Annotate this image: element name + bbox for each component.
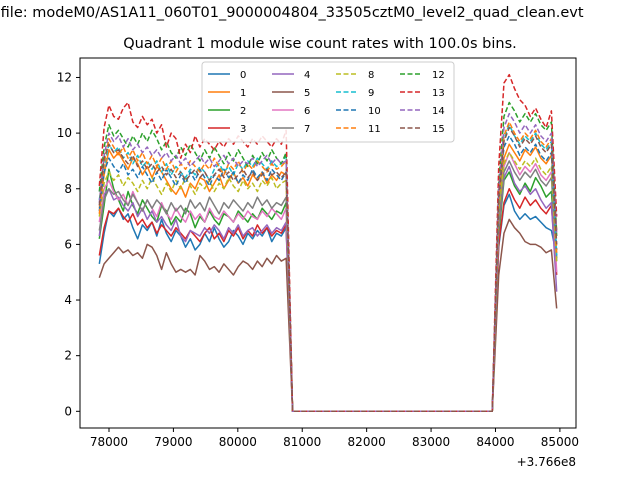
legend-label-2: 2 bbox=[240, 106, 246, 117]
legend-label-9: 9 bbox=[368, 88, 374, 99]
series-line-1 bbox=[98, 143, 558, 413]
y-tick-label: 4 bbox=[64, 293, 72, 307]
series-line-5 bbox=[98, 218, 558, 413]
x-tick-label: 80000 bbox=[219, 435, 257, 449]
legend-label-14: 14 bbox=[432, 106, 445, 117]
legend-label-3: 3 bbox=[240, 124, 246, 135]
series-line-13 bbox=[98, 73, 558, 413]
series-line-3 bbox=[98, 188, 558, 413]
series-line-14 bbox=[98, 112, 558, 413]
series-line-10 bbox=[98, 135, 558, 413]
legend-label-12: 12 bbox=[432, 70, 445, 81]
legend-label-0: 0 bbox=[240, 70, 246, 81]
series-line-7 bbox=[98, 160, 558, 413]
legend-label-11: 11 bbox=[368, 124, 381, 135]
series-line-0 bbox=[98, 193, 558, 413]
file-title: on file: modeM0/AS1A11_060T01_9000004804… bbox=[0, 5, 584, 21]
y-tick-label: 10 bbox=[57, 126, 72, 140]
x-offset-label: +3.766e8 bbox=[517, 455, 576, 469]
y-tick-label: 6 bbox=[64, 237, 72, 251]
legend-label-1: 1 bbox=[240, 88, 246, 99]
legend-label-13: 13 bbox=[432, 88, 445, 99]
chart-title: Quadrant 1 module wise count rates with … bbox=[123, 36, 517, 52]
x-tick-label: 82000 bbox=[348, 435, 386, 449]
x-tick-label: 83000 bbox=[412, 435, 450, 449]
series-line-15 bbox=[98, 126, 558, 413]
y-tick-label: 0 bbox=[64, 404, 72, 418]
y-tick-label: 2 bbox=[64, 349, 72, 363]
x-tick-label: 81000 bbox=[283, 435, 321, 449]
y-tick-label: 12 bbox=[57, 70, 72, 84]
series-line-6 bbox=[98, 151, 558, 413]
legend-label-5: 5 bbox=[304, 88, 310, 99]
x-tick-label: 84000 bbox=[476, 435, 514, 449]
legend-label-7: 7 bbox=[304, 124, 310, 135]
x-tick-label: 85000 bbox=[541, 435, 579, 449]
x-tick-label: 79000 bbox=[154, 435, 192, 449]
axis-layer: 78000 79000 80000 81000 82000 83000 84000 85000… bbox=[57, 70, 579, 449]
series-line-4 bbox=[98, 165, 558, 413]
legend-label-8: 8 bbox=[368, 70, 374, 81]
x-tick-label: 78000 bbox=[90, 435, 128, 449]
y-tick-label: 8 bbox=[64, 182, 72, 196]
legend-label-10: 10 bbox=[368, 106, 381, 117]
legend-label-4: 4 bbox=[304, 70, 310, 81]
series-line-9 bbox=[98, 124, 558, 413]
series-layer bbox=[98, 73, 558, 413]
series-line-8 bbox=[98, 151, 558, 413]
series-line-2 bbox=[98, 168, 558, 413]
legend-box bbox=[201, 61, 455, 143]
series-line-11 bbox=[98, 121, 558, 413]
legend-label-6: 6 bbox=[304, 106, 310, 117]
legend-label-15: 15 bbox=[432, 124, 445, 135]
plot-frame bbox=[79, 57, 577, 429]
